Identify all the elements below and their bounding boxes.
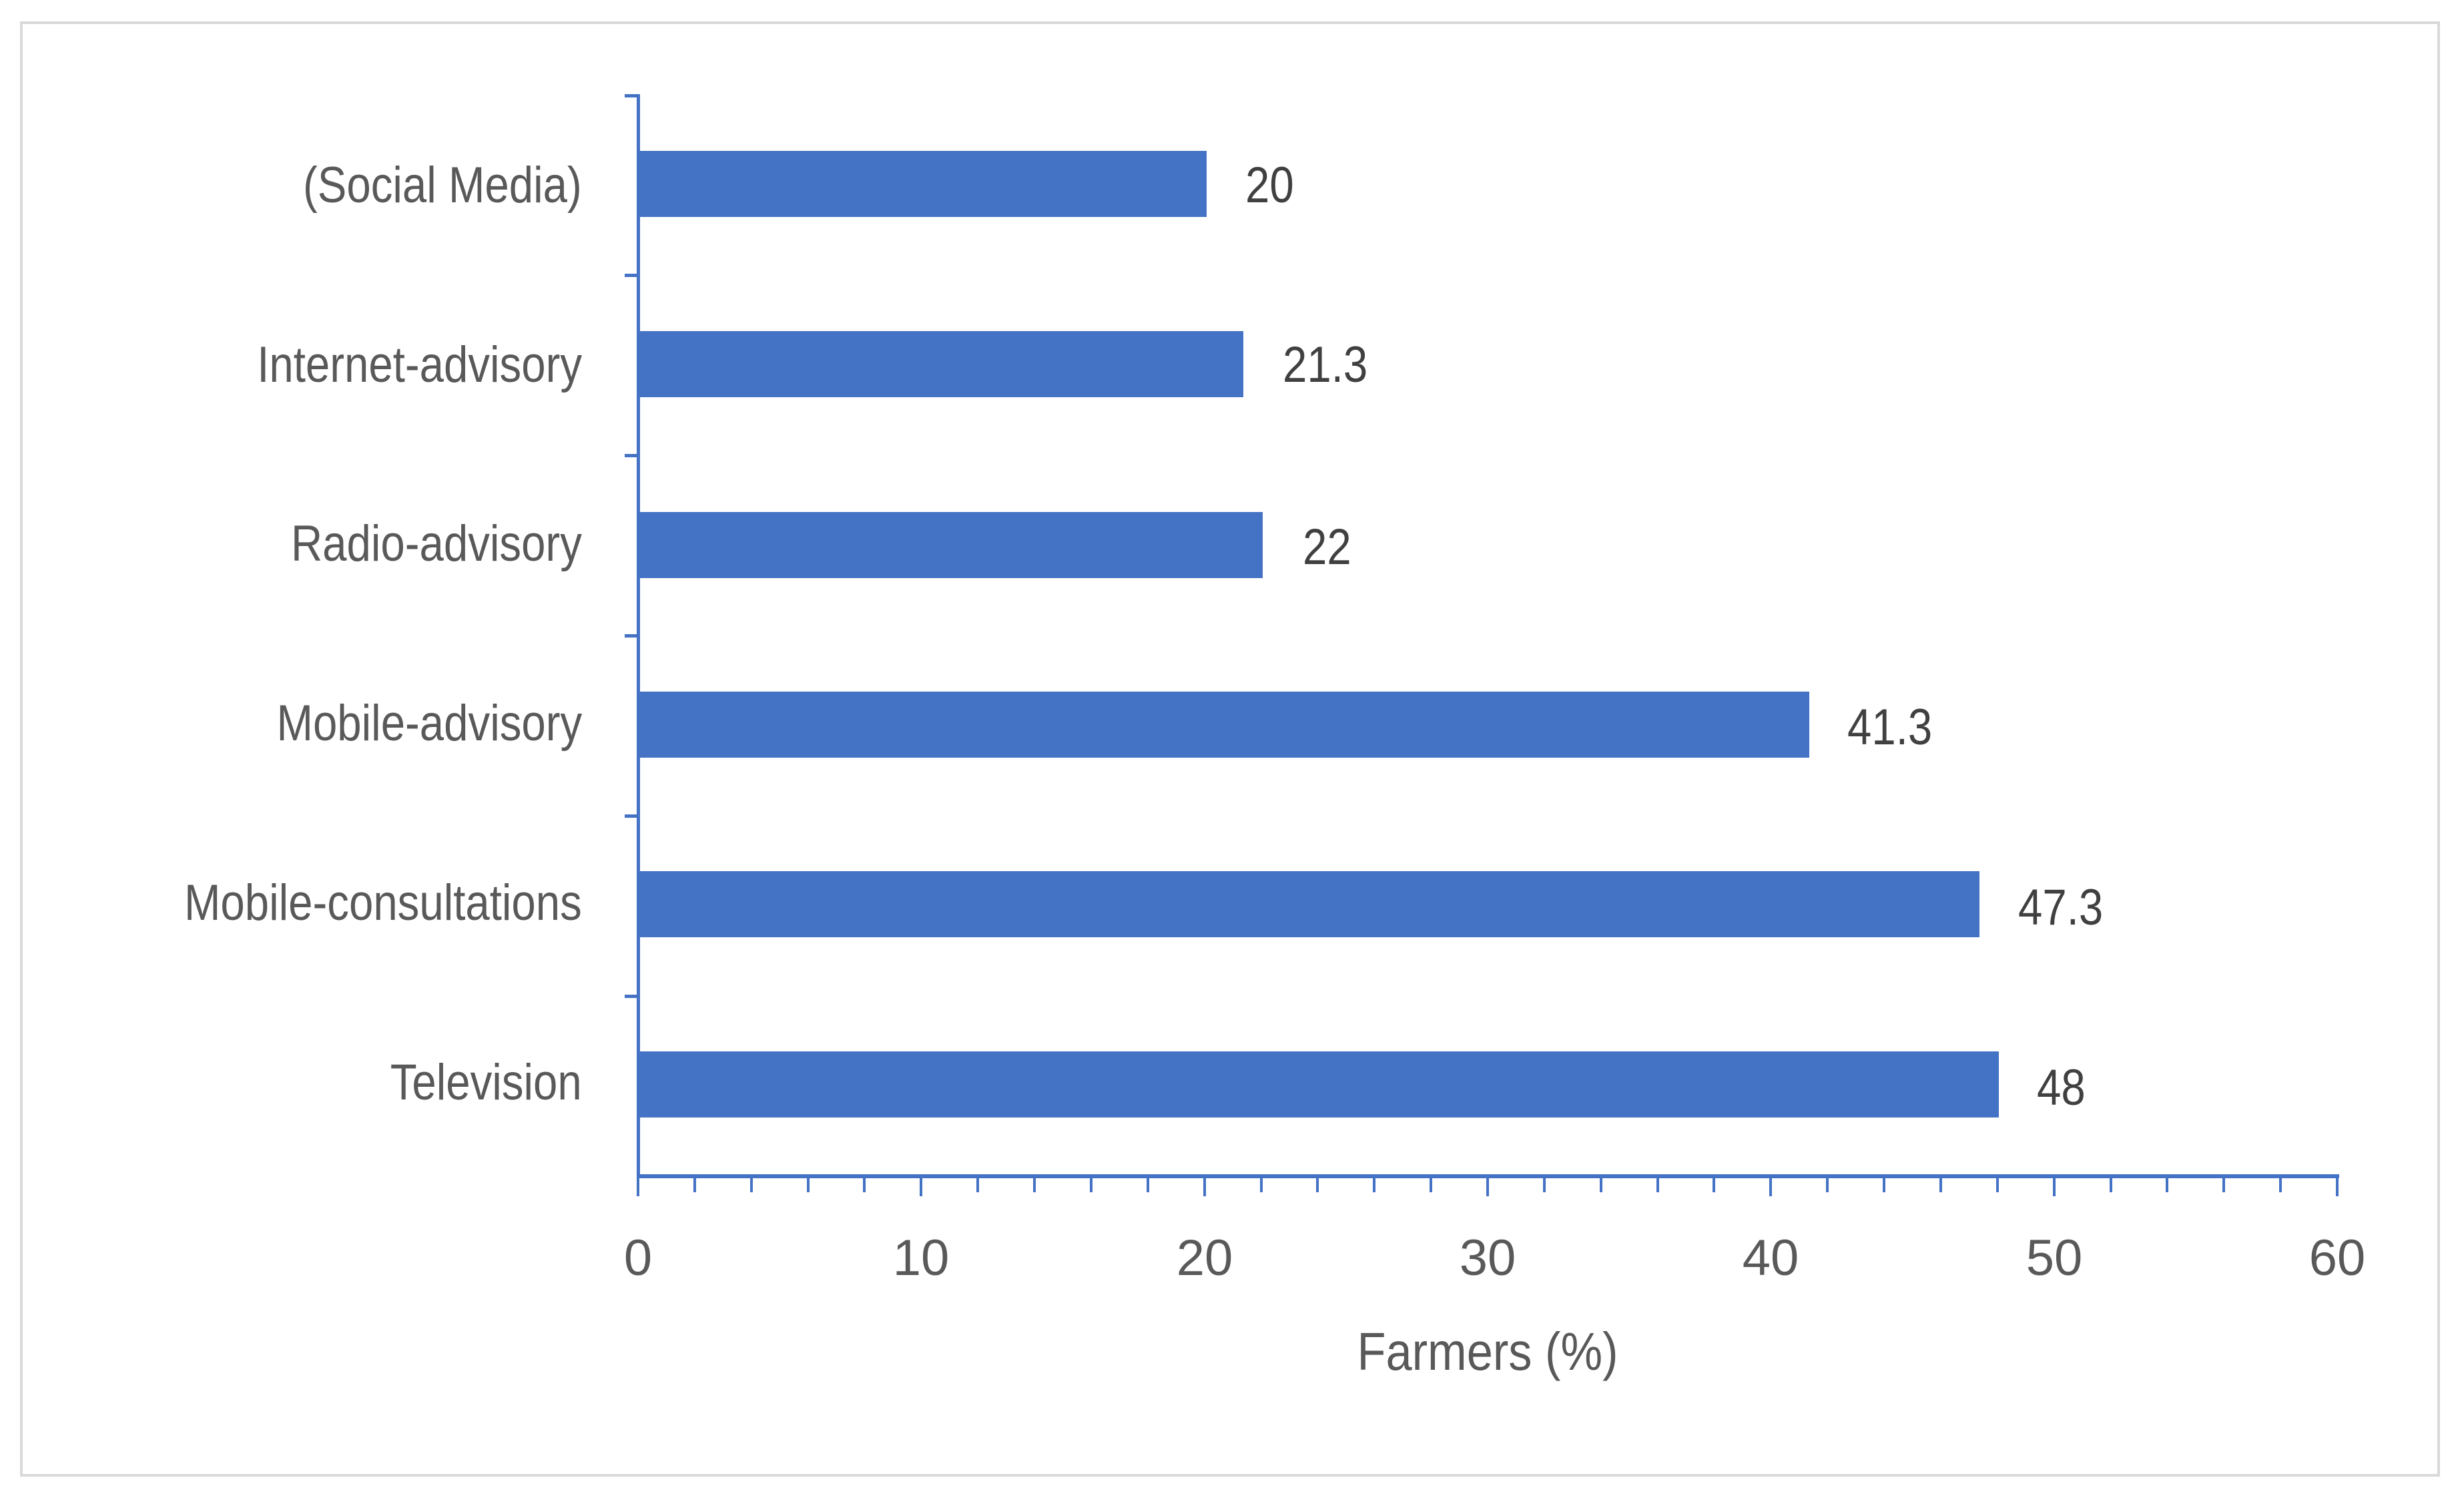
- category-label: Mobile-consultations: [184, 875, 582, 931]
- x-tick: [1713, 1178, 1716, 1192]
- x-tick: [1656, 1178, 1659, 1192]
- category-label: (Social Media): [303, 157, 582, 214]
- x-tick: [1599, 1178, 1602, 1192]
- x-tick-label: 0: [623, 1230, 653, 1286]
- x-tick: [1883, 1178, 1886, 1192]
- x-tick: [2336, 1178, 2339, 1196]
- x-tick: [2109, 1178, 2112, 1192]
- x-tick: [1146, 1178, 1149, 1192]
- x-tick: [1259, 1178, 1263, 1192]
- category-label: Internet-advisory: [257, 336, 582, 393]
- x-tick: [2052, 1178, 2056, 1196]
- bar: [640, 151, 1207, 217]
- x-tick-label: 50: [2026, 1230, 2083, 1286]
- y-tick: [625, 995, 638, 998]
- x-tick-label: 30: [1459, 1230, 1516, 1286]
- x-tick-label: 10: [892, 1230, 950, 1286]
- x-tick: [1203, 1178, 1206, 1196]
- y-tick: [625, 274, 638, 277]
- x-tick: [1430, 1178, 1433, 1192]
- x-tick: [1089, 1178, 1093, 1192]
- data-label: 48: [2037, 1059, 2086, 1116]
- x-tick: [2222, 1178, 2226, 1192]
- data-label: 21.3: [1283, 336, 1368, 393]
- x-tick: [1542, 1178, 1546, 1192]
- y-tick: [625, 634, 638, 638]
- x-tick: [806, 1178, 810, 1192]
- x-tick: [693, 1178, 696, 1192]
- data-label: 47.3: [2018, 879, 2104, 936]
- x-axis-title: Farmers (%): [1357, 1322, 1618, 1381]
- x-tick: [637, 1178, 639, 1196]
- data-label: 22: [1303, 519, 1351, 575]
- x-tick-label: 60: [2308, 1230, 2366, 1286]
- bar: [640, 331, 1243, 397]
- x-axis-line: [637, 1174, 2339, 1178]
- category-label: Television: [390, 1054, 582, 1111]
- x-tick-label: 20: [1176, 1230, 1233, 1286]
- y-tick: [625, 814, 638, 818]
- category-label: Mobile-advisory: [276, 695, 582, 752]
- x-tick: [749, 1178, 753, 1192]
- x-tick: [1373, 1178, 1376, 1192]
- y-tick: [625, 94, 638, 97]
- x-tick: [920, 1178, 923, 1196]
- x-tick: [1769, 1178, 1773, 1196]
- x-tick: [1995, 1178, 1999, 1192]
- x-tick: [1033, 1178, 1036, 1192]
- x-tick-label: 40: [1742, 1230, 1799, 1286]
- x-tick: [976, 1178, 980, 1192]
- x-tick: [1486, 1178, 1489, 1196]
- x-tick: [1316, 1178, 1319, 1192]
- data-label: 20: [1245, 157, 1294, 214]
- category-label: Radio-advisory: [291, 515, 582, 572]
- bar: [640, 871, 1979, 937]
- x-tick: [2279, 1178, 2282, 1192]
- bar: [640, 1051, 1999, 1117]
- data-label: 41.3: [1847, 699, 1933, 756]
- bar: [640, 512, 1263, 578]
- y-tick: [625, 454, 638, 457]
- x-tick: [1826, 1178, 1829, 1192]
- x-tick: [1939, 1178, 1942, 1192]
- bar: [640, 692, 1809, 758]
- x-tick: [2166, 1178, 2169, 1192]
- x-tick: [863, 1178, 866, 1192]
- y-axis-line: [637, 94, 640, 1178]
